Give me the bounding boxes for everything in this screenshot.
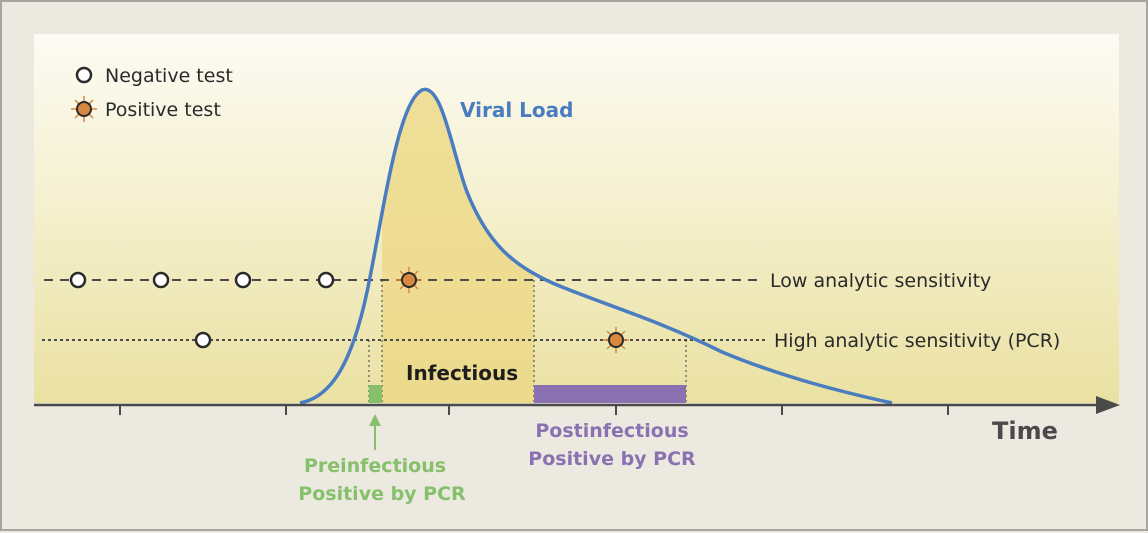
postinfectious-bar [534, 385, 686, 403]
legend: Negative test Positive test [71, 65, 233, 122]
negative-test-markers [69, 271, 335, 349]
postinfectious-label-line1: Postinfectious [535, 420, 688, 442]
viral-load-label: Viral Load [460, 98, 573, 122]
low-sensitivity-label: Low analytic sensitivity [770, 270, 991, 292]
legend-negative-label: Negative test [105, 65, 233, 87]
high-sensitivity-label: High analytic sensitivity (PCR) [774, 330, 1060, 352]
time-axis-label: Time [992, 417, 1058, 445]
negative-test-marker [317, 271, 335, 289]
legend-positive-label: Positive test [105, 99, 221, 121]
plot-background [34, 34, 1119, 403]
positive-test-marker [603, 327, 629, 353]
preinfectious-label-line1: Preinfectious [304, 455, 446, 477]
legend-negative-icon [75, 66, 93, 84]
viral-load-curve [299, 87, 893, 405]
time-axis-arrow [1096, 396, 1120, 414]
time-axis-ticks [119, 405, 949, 415]
negative-test-marker [234, 271, 252, 289]
infectious-label: Infectious [406, 361, 518, 385]
preinfectious-bar [369, 385, 382, 403]
preinfectious-arrow-head [369, 414, 381, 426]
positive-test-marker [396, 267, 422, 293]
postinfectious-label-line2: Positive by PCR [528, 448, 696, 470]
negative-test-marker [152, 271, 170, 289]
preinfectious-label-line2: Positive by PCR [298, 483, 466, 505]
negative-test-marker [69, 271, 87, 289]
negative-test-marker [194, 331, 212, 349]
legend-positive-icon [71, 96, 97, 122]
